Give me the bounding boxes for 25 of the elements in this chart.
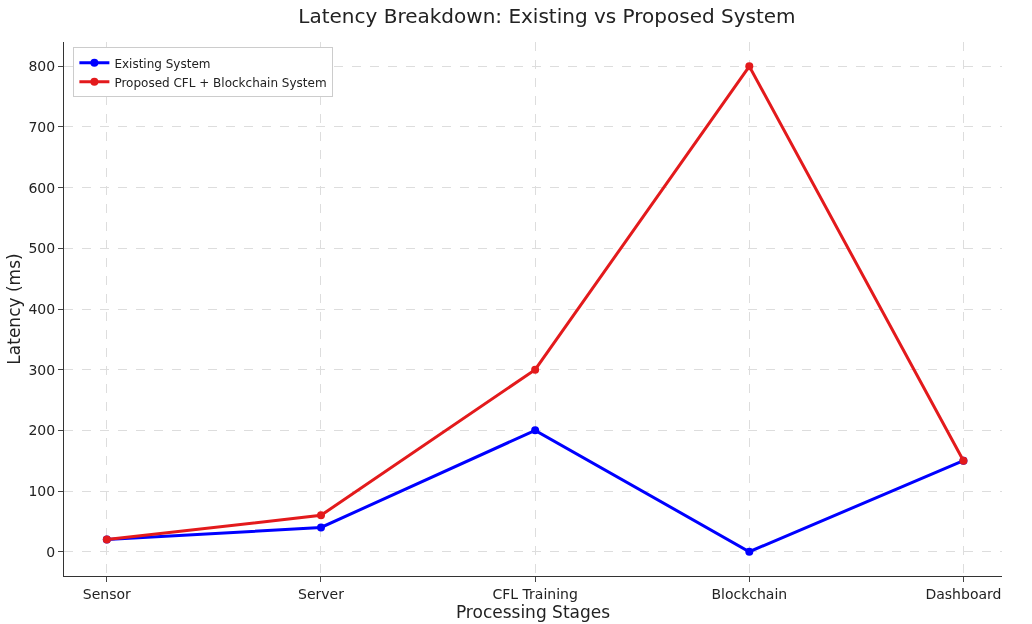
point — [531, 426, 540, 435]
point — [531, 365, 540, 374]
y-tick-label: 0 — [46, 543, 56, 560]
y-axis-title: Latency (ms) — [4, 253, 24, 365]
y-tick-label: 500 — [28, 240, 56, 257]
x-tick-label: Sensor — [82, 585, 132, 602]
point — [316, 523, 325, 532]
x-tick-label: CFL Training — [492, 585, 578, 602]
point — [316, 511, 325, 520]
y-tick-label: 600 — [28, 179, 56, 196]
chart-title: Latency Breakdown: Existing vs Proposed System — [298, 4, 796, 29]
legend-label: Existing System — [114, 56, 211, 71]
legend-label: Proposed CFL + Blockchain System — [114, 75, 327, 90]
y-tick-label: 300 — [28, 361, 56, 378]
y-tick-label: 800 — [28, 58, 56, 75]
y-tick-label: 200 — [28, 422, 56, 439]
y-tick-label: 100 — [28, 482, 56, 499]
point — [745, 547, 754, 556]
x-axis-title: Processing Stages — [455, 601, 611, 622]
x-tick-label: Blockchain — [711, 585, 788, 602]
point — [745, 62, 754, 71]
x-tick-label: Dashboard — [925, 585, 1002, 602]
y-tick-label: 400 — [28, 300, 56, 317]
y-tick-label: 700 — [28, 118, 56, 135]
x-tick-label: Server — [298, 585, 345, 602]
